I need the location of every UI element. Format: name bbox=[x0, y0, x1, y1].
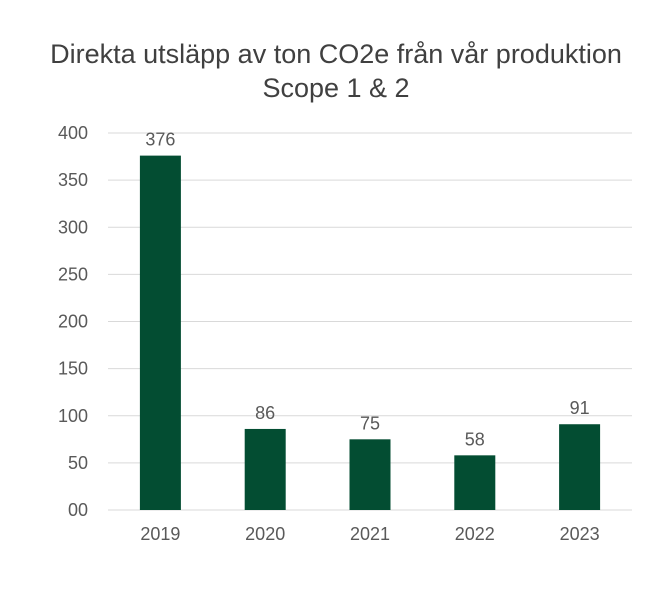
bar-2020 bbox=[244, 428, 286, 510]
chart-subtitle: Scope 1 & 2 bbox=[262, 73, 410, 103]
data-label: 58 bbox=[465, 429, 485, 449]
y-tick-label: 150 bbox=[58, 359, 88, 379]
chart-title: Direkta utsläpp av ton CO2e från vår pro… bbox=[50, 39, 622, 69]
x-tick-label: 2019 bbox=[140, 524, 180, 544]
x-tick-label: 2020 bbox=[245, 524, 285, 544]
data-label: 91 bbox=[570, 398, 590, 418]
x-tick-label: 2022 bbox=[455, 524, 495, 544]
y-tick-label: 400 bbox=[58, 123, 88, 143]
y-tick-label: 200 bbox=[58, 312, 88, 332]
y-tick-label: 50 bbox=[68, 453, 88, 473]
bar-2019 bbox=[139, 155, 181, 510]
y-tick-label: 250 bbox=[58, 264, 88, 284]
x-tick-label: 2021 bbox=[350, 524, 390, 544]
data-label: 86 bbox=[255, 403, 275, 423]
y-tick-label: 300 bbox=[58, 217, 88, 237]
bar-2022 bbox=[454, 455, 496, 510]
y-tick-label: 00 bbox=[68, 500, 88, 520]
x-tick-label: 2023 bbox=[560, 524, 600, 544]
y-tick-label: 350 bbox=[58, 170, 88, 190]
bar-2023 bbox=[559, 424, 601, 510]
y-tick-label: 100 bbox=[58, 406, 88, 426]
data-label: 75 bbox=[360, 413, 380, 433]
data-label: 376 bbox=[145, 130, 175, 150]
bar-2021 bbox=[349, 439, 391, 510]
